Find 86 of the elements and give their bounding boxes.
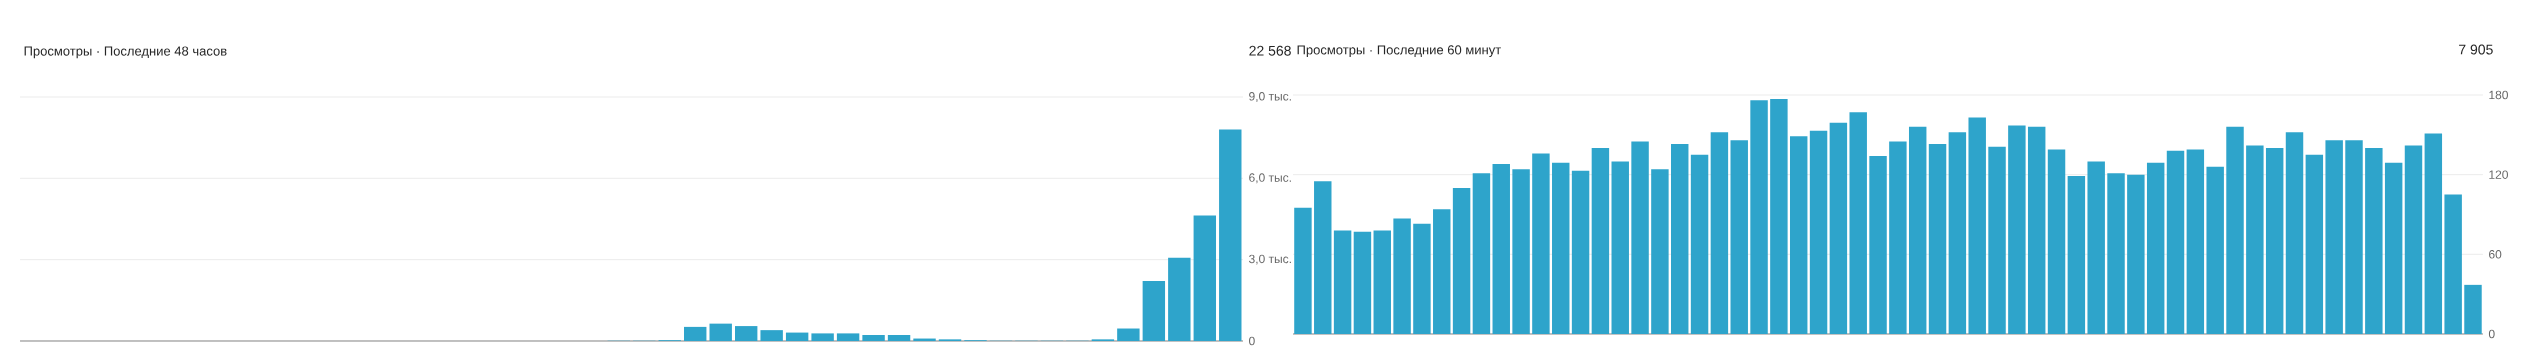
- bar: [1193, 215, 1217, 341]
- bar: [2384, 162, 2403, 334]
- bar: [1353, 231, 1372, 334]
- bar: [1142, 281, 1166, 341]
- bar: [2027, 126, 2046, 334]
- bar: [1472, 173, 1491, 334]
- bar: [2127, 174, 2145, 334]
- bar: [2404, 145, 2423, 334]
- bar: [811, 333, 834, 341]
- bar: [2345, 140, 2363, 334]
- bar: [1294, 207, 1312, 334]
- bar: [2166, 150, 2185, 334]
- y-tick-label: 0: [2488, 329, 2495, 339]
- bar: [2067, 175, 2086, 334]
- bar: [1988, 146, 2006, 334]
- bar: [887, 335, 911, 341]
- bar: [1117, 328, 1140, 341]
- bar: [1571, 170, 1590, 334]
- bar: [1671, 144, 1689, 334]
- bar: [2424, 133, 2443, 334]
- text: 22 568: [1249, 45, 1291, 56]
- bar: [2365, 148, 2383, 334]
- bar: [1492, 164, 1510, 334]
- bar: [1750, 100, 1768, 334]
- bar: [2265, 148, 2284, 334]
- bar: [1928, 144, 1947, 334]
- bar: [1631, 141, 1649, 334]
- bar: [1433, 209, 1451, 334]
- bar: [2008, 125, 2026, 334]
- bar: [684, 326, 707, 341]
- bar: [1611, 161, 1629, 334]
- bar: [1789, 136, 1808, 334]
- bar: [1314, 181, 1332, 334]
- bar: [1452, 187, 1471, 334]
- bar: [2107, 173, 2125, 334]
- bar: [709, 323, 732, 341]
- bar: [760, 330, 783, 341]
- bar: [1889, 141, 1907, 334]
- y-tick-label: 0: [1249, 336, 1255, 346]
- bar: [1770, 98, 1788, 334]
- bar: [1393, 218, 1411, 334]
- bar: [1690, 154, 1709, 334]
- bar: [1373, 230, 1391, 334]
- bar: [1333, 230, 1352, 334]
- bar: [1908, 126, 1927, 334]
- bar: [2444, 194, 2462, 334]
- bar: [1532, 153, 1550, 334]
- chart-title: Просмотры · Последние 48 часов: [24, 46, 227, 59]
- bar: [2305, 154, 2324, 334]
- bar: [2325, 140, 2343, 334]
- y-tick-label: 60: [2489, 250, 2502, 259]
- bar: [1552, 162, 1570, 334]
- bar: [1968, 117, 1986, 334]
- bar: [1829, 122, 1848, 334]
- bar: [785, 332, 809, 341]
- bar: [1413, 223, 1431, 334]
- bar: [1651, 169, 1669, 334]
- bar: [1219, 129, 1242, 341]
- chart-title: Просмотры · Последние 60 минут: [1297, 45, 1501, 58]
- bar: [734, 326, 758, 341]
- y-tick-label: 6,0 тыс.: [1249, 173, 1291, 184]
- y-tick-label: 180: [2489, 90, 2508, 100]
- bar: [836, 333, 860, 341]
- y-tick-label: 120: [2489, 170, 2508, 179]
- bar: [2285, 132, 2304, 334]
- bar: [2186, 149, 2205, 334]
- bar: [1948, 132, 1967, 334]
- bar: [2087, 161, 2105, 334]
- y-tick-label: 9,0 тыс.: [1249, 92, 1291, 102]
- bar: [1730, 140, 1748, 334]
- bar: [2047, 149, 2066, 334]
- y-tick-label: 3,0 тыс.: [1249, 254, 1291, 265]
- bar: [2226, 126, 2244, 334]
- bar: [2464, 284, 2482, 334]
- bar: [1710, 132, 1729, 334]
- bar: [1809, 130, 1828, 334]
- bar: [862, 335, 885, 341]
- bar: [2146, 162, 2165, 334]
- bar: [1512, 169, 1530, 334]
- bar: [1869, 156, 1887, 334]
- bar: [1591, 148, 1610, 334]
- bar: [1168, 257, 1191, 341]
- bar: [2246, 145, 2264, 334]
- text: 7 905: [2459, 44, 2493, 55]
- bar: [2206, 166, 2224, 334]
- bar: [1849, 112, 1867, 334]
